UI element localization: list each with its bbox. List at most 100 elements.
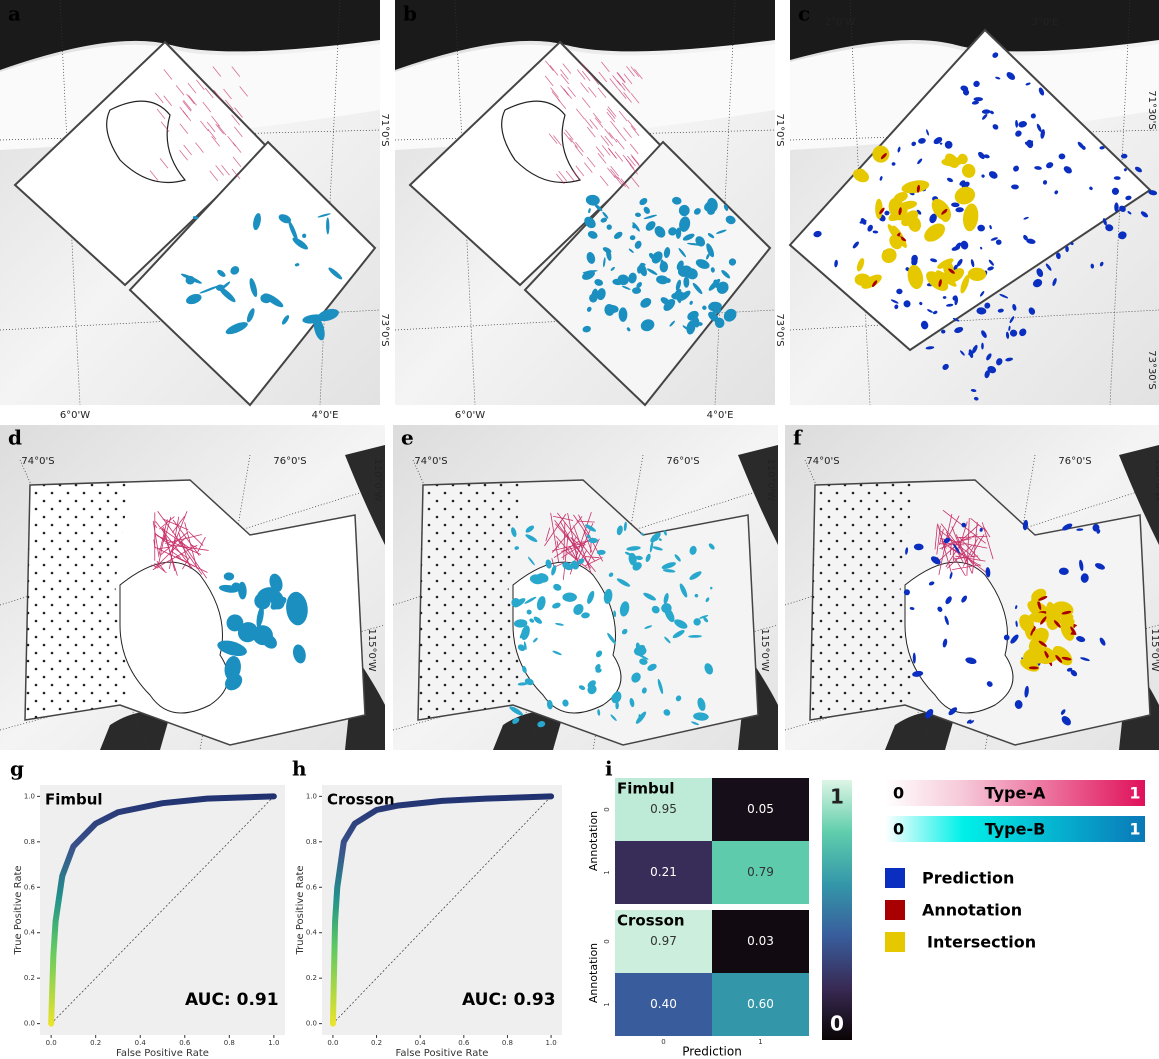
map-feature: [1070, 626, 1077, 635]
map-feature: [912, 652, 916, 664]
x-tick-label: 1.0: [546, 1039, 557, 1047]
map-feature: [856, 258, 865, 272]
map-feature: [976, 307, 987, 315]
map-feature: [585, 194, 600, 206]
map-feature: [1052, 277, 1057, 287]
map-feature: [664, 607, 675, 623]
crevasse: [574, 145, 584, 157]
map-feature: [1076, 528, 1084, 531]
map-feature: [246, 308, 255, 323]
map-feature: [948, 707, 958, 716]
map-feature: [952, 317, 960, 322]
crevasse: [584, 118, 593, 129]
crevasse: [585, 556, 600, 559]
map-feature: [288, 220, 298, 241]
map-feature: [852, 241, 859, 249]
map-feature: [517, 682, 528, 686]
map-feature: [930, 556, 941, 565]
map-feature: [525, 534, 538, 543]
y-tick-label: 0.2: [24, 974, 35, 982]
coordinate-label: 74°0'S: [806, 456, 839, 467]
map-feature: [552, 602, 561, 609]
crevasse: [592, 112, 602, 124]
map-feature: [286, 591, 308, 626]
map-feature: [953, 264, 958, 271]
map-feature: [967, 267, 987, 281]
map-feature: [238, 581, 247, 600]
colorbar: [822, 780, 852, 1040]
crevasse: [196, 79, 205, 91]
crevasse: [939, 528, 944, 546]
map-feature: [686, 242, 702, 246]
map-feature: [909, 607, 915, 611]
map-feature: [1090, 263, 1095, 269]
crevasse: [179, 149, 188, 161]
map-feature: [675, 695, 682, 702]
map-feature: [972, 344, 978, 354]
map-feature: [672, 196, 682, 205]
crevasse: [560, 73, 570, 85]
map-feature: [689, 545, 697, 555]
map-feature: [1099, 146, 1105, 150]
map-feature: [584, 216, 596, 229]
crevasse: [623, 92, 632, 103]
map-feature: [721, 270, 731, 279]
crevasse: [580, 62, 590, 73]
map-feature: [217, 269, 226, 277]
crevasse: [545, 527, 551, 542]
map-feature: [706, 197, 718, 212]
map-feature: [987, 266, 994, 271]
map-feature: [1003, 634, 1010, 641]
coordinate-label: 76°0'S: [1058, 456, 1091, 467]
map-feature: [723, 204, 729, 211]
map-feature: [573, 604, 584, 615]
crevasse: [195, 142, 204, 153]
map-feature: [1058, 567, 1069, 575]
crevasse: [182, 101, 192, 112]
crevasse: [600, 135, 610, 146]
crevasse: [163, 69, 173, 80]
map-feature: [937, 606, 943, 612]
gradient-name: Type-B: [985, 820, 1046, 839]
map-feature: [927, 309, 933, 313]
crevasse: [170, 550, 181, 558]
map-feature: [253, 213, 261, 231]
map-feature: [708, 278, 721, 291]
map-feature: [594, 279, 604, 286]
crevasse: [573, 514, 590, 539]
map-feature: [955, 207, 964, 213]
crevasse: [621, 82, 631, 94]
map-feature: [1014, 700, 1023, 709]
map-feature: [509, 706, 524, 716]
map-feature: [254, 592, 271, 610]
chart-title: Crosson: [327, 791, 395, 809]
map-feature: [913, 543, 924, 551]
cell-label: 0.05: [747, 802, 774, 816]
map-feature: [619, 601, 630, 617]
map-feature: [1028, 666, 1039, 670]
cell-label: 0.97: [650, 934, 677, 948]
crevasse: [607, 106, 617, 117]
map-feature: [199, 285, 220, 294]
map-feature: [961, 595, 968, 603]
map-feature: [317, 213, 331, 218]
coordinate-label: 115°0'W: [759, 628, 770, 671]
map-feature: [1119, 205, 1126, 212]
map-feature: [1081, 145, 1086, 150]
y-tick-label: 0.6: [306, 883, 318, 891]
map-feature: [1070, 669, 1078, 677]
map-feature: [970, 259, 975, 268]
map-feature: [281, 315, 290, 325]
legend-label: Intersection: [927, 933, 1036, 952]
crevasse: [946, 544, 973, 569]
map-feature: [1028, 630, 1049, 651]
map-feature: [1028, 307, 1036, 315]
map-feature: [602, 247, 612, 254]
map-feature: [1080, 573, 1089, 583]
crevasse: [572, 170, 582, 181]
crevasse: [553, 515, 574, 521]
map-feature: [710, 586, 713, 590]
y-tick-label: 0: [603, 807, 611, 811]
map-feature: [1056, 252, 1061, 260]
gradient-high: 1: [1129, 784, 1140, 803]
